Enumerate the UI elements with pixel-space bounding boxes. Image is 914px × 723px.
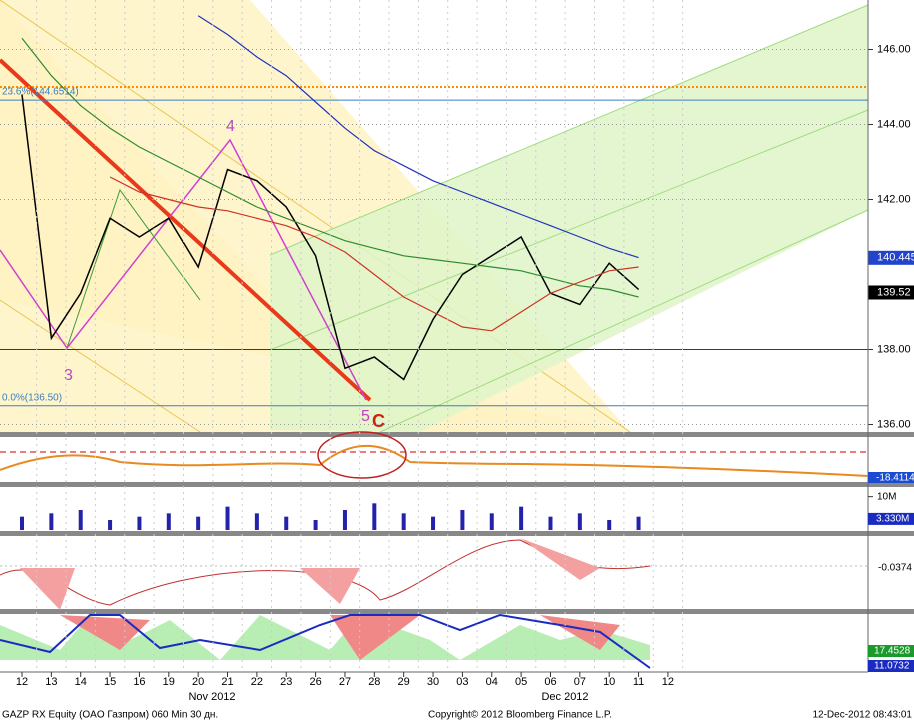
volume-bar (636, 516, 641, 530)
y-tick-label: 146.00 (877, 43, 911, 55)
x-tick-label: 03 (456, 676, 468, 688)
x-tick-label: 30 (427, 676, 439, 688)
value-label: 3.330M (876, 514, 909, 525)
volume-bar (225, 506, 230, 530)
volume-bar (489, 513, 494, 530)
volume-bar (372, 503, 377, 530)
indicator-value: 11.0732 (874, 661, 910, 672)
x-tick-label: 14 (75, 676, 87, 688)
histogram-area (20, 538, 600, 610)
wave-label: 4 (226, 118, 235, 135)
volume-bar (577, 513, 582, 530)
value-label: 139.52 (877, 286, 911, 298)
x-tick-label: 23 (280, 676, 292, 688)
y-tick-label: 144.00 (877, 118, 911, 130)
x-tick-label: 13 (45, 676, 57, 688)
volume-bar (166, 513, 171, 530)
volume-bar (548, 516, 553, 530)
volume-bar (78, 510, 83, 530)
x-tick-label: 07 (574, 676, 586, 688)
footer-left: GAZP RX Equity (OAO Газпром) 060 Min 30 … (2, 710, 218, 721)
channel-line (0, 299, 201, 433)
value-box (868, 660, 914, 672)
footer-center: Copyright© 2012 Bloomberg Finance L.P. (428, 710, 612, 721)
value-box (868, 472, 914, 483)
trend-line (0, 58, 372, 402)
volume-bar (401, 513, 406, 530)
x-tick-label: 19 (163, 676, 175, 688)
panel-separator (0, 482, 914, 487)
x-tick-label: 28 (368, 676, 380, 688)
x-tick-label: 12 (662, 676, 674, 688)
channel-line (269, 109, 869, 351)
y-tick-label: 10M (877, 491, 896, 502)
volume-bar (137, 516, 142, 530)
trend-channel (270, 5, 868, 432)
indicator-value: -0.0374 (878, 563, 912, 574)
month-label: Dec 2012 (541, 691, 588, 703)
channel-line (269, 4, 869, 256)
value-box (868, 645, 914, 657)
oscillator-line (0, 444, 869, 477)
indicator-area (0, 615, 650, 660)
highlight-ellipse (317, 431, 407, 479)
series-line (109, 176, 639, 332)
volume-bar (108, 520, 113, 530)
indicator-area (60, 615, 620, 660)
x-tick-label: 20 (192, 676, 204, 688)
x-tick-label: 10 (603, 676, 615, 688)
y-tick-label: 136.00 (877, 418, 911, 430)
x-tick-label: 26 (309, 676, 321, 688)
y-tick-label: 138.00 (877, 343, 911, 355)
volume-bar (284, 516, 289, 530)
value-box (868, 250, 914, 265)
volume-panel: 10M 3.330M (20, 491, 914, 530)
x-tick-label: 05 (515, 676, 527, 688)
x-tick-label: 29 (398, 676, 410, 688)
footer-right: 12-Dec-2012 08:43:01 (812, 710, 912, 721)
x-tick-label: 06 (544, 676, 556, 688)
indicator-line (0, 613, 651, 669)
x-tick-label: 21 (221, 676, 233, 688)
volume-bar (431, 516, 436, 530)
value-box (868, 285, 914, 300)
x-tick-label: 11 (633, 676, 644, 688)
volume-bar (254, 513, 259, 530)
x-tick-label: 12 (16, 676, 28, 688)
x-tick-label: 16 (133, 676, 145, 688)
level-label: 0.0%(136.50) (2, 392, 62, 403)
month-label: Nov 2012 (188, 691, 235, 703)
volume-bar (196, 516, 201, 530)
channel-line (379, 209, 869, 433)
volume-bar (460, 510, 465, 530)
volume-bar (519, 506, 524, 530)
x-tick-label: 22 (251, 676, 263, 688)
wave-line (66, 188, 201, 349)
volume-bar (20, 516, 24, 530)
wave-label: 5 (361, 408, 370, 425)
wave-label: 3 (64, 367, 73, 384)
x-tick-label: 15 (104, 676, 116, 688)
value-box (868, 512, 914, 525)
level-label: 23.6%(144.6514) (2, 87, 79, 98)
x-tick-label: 27 (339, 676, 351, 688)
volume-bar (342, 510, 347, 530)
panel-separator (0, 432, 914, 437)
wave-label: C (372, 411, 385, 431)
panel-separator (0, 531, 914, 536)
value-label: 140.445 (877, 252, 914, 264)
indicator-value: -18.4114 (876, 473, 914, 484)
panel-separator (0, 609, 914, 614)
volume-bar (49, 513, 54, 530)
x-tick-label: 04 (486, 676, 498, 688)
volume-bar (313, 520, 318, 530)
volume-bar (607, 520, 612, 530)
indicator-value: 17.4528 (874, 646, 911, 657)
wave-line (0, 138, 367, 401)
y-tick-label: 142.00 (877, 193, 911, 205)
